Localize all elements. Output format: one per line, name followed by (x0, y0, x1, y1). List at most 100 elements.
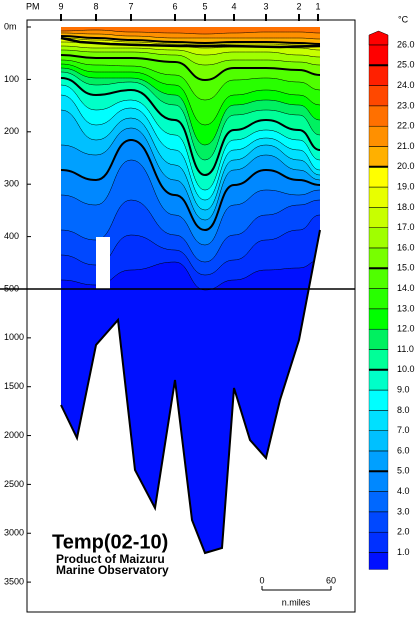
isotherm (60, 199, 321, 263)
colorbar-label: 25.0 (397, 60, 415, 70)
isotherm (60, 159, 321, 246)
colorbar-label: 9.0 (397, 384, 410, 394)
colorbar-unit: °C (398, 14, 409, 24)
colorbar-label: 15.0 (397, 263, 415, 273)
colorbar-cell (368, 166, 389, 188)
colorbar-cell (368, 389, 389, 411)
colorbar-cell (368, 227, 389, 249)
colorbar-label: 10.0 (397, 364, 415, 374)
station-label: 5 (202, 1, 207, 11)
isotherm (60, 71, 321, 161)
surface-line (60, 36, 321, 49)
isotherm (60, 32, 321, 40)
y-tick-label: 1000 (4, 332, 24, 342)
y-tick-label: 3500 (4, 576, 24, 586)
no-data (96, 237, 110, 289)
colorbar-cell (368, 85, 389, 107)
colorbar-cell (368, 369, 389, 391)
isotherm (60, 49, 321, 66)
colorbar-cell (368, 247, 389, 269)
colorbar-label: 5.0 (397, 466, 410, 476)
colorbar-cell (368, 511, 389, 533)
isotherm (60, 127, 321, 221)
colorbar-label: 1.0 (397, 547, 410, 557)
isotherm (60, 67, 321, 146)
y-tick-label: 2500 (4, 479, 24, 489)
scale-unit: n.miles (282, 597, 311, 607)
isotherm (60, 138, 321, 232)
isotherm (60, 45, 321, 58)
colorbar-cell (368, 44, 389, 66)
y-tick-label: 300 (4, 179, 19, 189)
colorbar-label: 17.0 (397, 222, 415, 232)
colorbar-cell (368, 105, 389, 127)
station-label: 9 (58, 1, 63, 11)
colorbar-cell (368, 268, 389, 289)
colorbar-cell (368, 65, 389, 86)
y-tick-label: 500 (4, 283, 19, 293)
colorbar-label: 3.0 (397, 506, 410, 516)
isotherm (60, 35, 321, 45)
station-label: 8 (93, 1, 98, 11)
colorbar-cell (368, 126, 389, 147)
colorbar-label: 6.0 (397, 445, 410, 455)
y-tick-label: 100 (4, 74, 19, 84)
colorbar-label: 13.0 (397, 303, 415, 313)
colorbar-label: 23.0 (397, 100, 415, 110)
y-tick-label: 3000 (4, 528, 24, 538)
colorbar-label: 26.0 (397, 39, 415, 49)
colorbar-label: 12.0 (397, 324, 415, 334)
colorbar-cell (368, 308, 389, 330)
y-tick-label: 200 (4, 126, 19, 136)
colorbar-label: 19.0 (397, 181, 415, 191)
credit: Product of Maizuru (56, 552, 165, 566)
temperature-band (61, 260, 320, 290)
colorbar-label: 20.0 (397, 161, 415, 171)
colorbar-arrow (368, 30, 389, 46)
colorbar-label: 24.0 (397, 80, 415, 90)
colorbar-label: 7.0 (397, 425, 410, 435)
station-label: 3 (263, 1, 268, 11)
station-label: 7 (128, 1, 133, 11)
isotherm (60, 54, 321, 82)
station-label: 4 (231, 1, 236, 11)
colorbar-label: 18.0 (397, 202, 415, 212)
isotherm (60, 29, 321, 35)
colorbar-cell (368, 207, 389, 228)
station-label: 2 (296, 1, 301, 11)
y-tick-label: 1500 (4, 381, 24, 391)
temperature-field (60, 27, 355, 612)
isotherm (60, 77, 321, 177)
colorbar-label: 22.0 (397, 121, 415, 131)
colorbar-label: 16.0 (397, 242, 415, 252)
station-label: 1 (315, 1, 320, 11)
colorbar-label: 2.0 (397, 527, 410, 537)
colorbar-cell (368, 186, 389, 208)
colorbar-label: 4.0 (397, 486, 410, 496)
colorbar-cell (368, 410, 389, 431)
isotherm (60, 63, 321, 126)
title: Temp(02-10) (52, 531, 168, 553)
colorbar-cell (368, 349, 389, 370)
isotherm (60, 59, 321, 101)
colorbar-cell (368, 552, 389, 570)
frame (26, 19, 356, 613)
isotherm (60, 84, 321, 191)
colorbar-cell (368, 146, 389, 167)
seabed-line (60, 229, 321, 555)
colorbar-label: 14.0 (397, 283, 415, 293)
station-label: 6 (172, 1, 177, 11)
colorbar-cell (368, 491, 389, 513)
y-tick-label: 400 (4, 231, 19, 241)
colorbar-label: 11.0 (397, 344, 414, 354)
y-tick-label: 0m (4, 21, 17, 31)
scale-label: 0 (259, 575, 264, 585)
colorbar-label: 21.0 (397, 141, 415, 151)
colorbar-cell (368, 471, 389, 492)
station-prefix: PM (26, 1, 40, 11)
colorbar-cell (368, 288, 389, 310)
colorbar-cell (368, 532, 389, 553)
credit: Marine Observatory (56, 563, 169, 577)
colorbar-cell (368, 450, 389, 472)
